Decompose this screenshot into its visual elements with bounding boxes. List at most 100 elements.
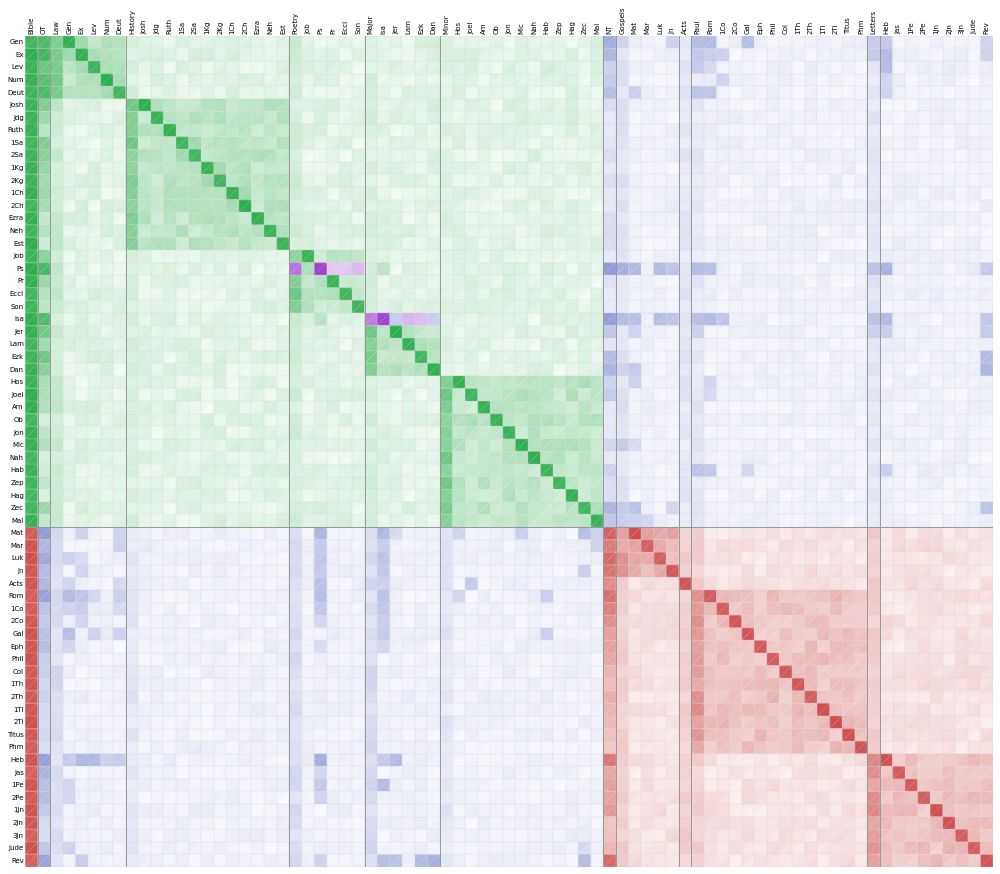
Polygon shape	[390, 552, 402, 565]
Polygon shape	[930, 704, 943, 716]
Polygon shape	[264, 36, 277, 48]
Polygon shape	[528, 855, 541, 867]
Polygon shape	[377, 628, 390, 641]
Polygon shape	[591, 464, 603, 476]
Polygon shape	[251, 753, 264, 766]
Polygon shape	[151, 716, 163, 729]
Polygon shape	[214, 653, 226, 665]
Polygon shape	[138, 690, 151, 704]
Polygon shape	[616, 502, 629, 515]
Polygon shape	[817, 816, 830, 829]
Polygon shape	[327, 187, 339, 199]
Polygon shape	[339, 766, 352, 779]
Polygon shape	[566, 313, 578, 325]
Polygon shape	[918, 136, 930, 149]
Polygon shape	[905, 753, 918, 766]
Polygon shape	[264, 401, 277, 413]
Polygon shape	[930, 87, 943, 99]
Polygon shape	[629, 427, 641, 439]
Polygon shape	[641, 729, 654, 741]
Polygon shape	[327, 476, 339, 489]
Polygon shape	[339, 427, 352, 439]
Polygon shape	[742, 301, 754, 313]
Polygon shape	[528, 741, 541, 753]
Polygon shape	[742, 162, 754, 175]
Polygon shape	[226, 678, 239, 690]
Polygon shape	[415, 729, 427, 741]
Polygon shape	[629, 716, 641, 729]
Polygon shape	[201, 515, 214, 527]
Polygon shape	[440, 653, 453, 665]
Polygon shape	[880, 162, 893, 175]
Polygon shape	[453, 225, 465, 238]
Polygon shape	[918, 325, 930, 338]
Polygon shape	[629, 439, 641, 452]
Polygon shape	[880, 61, 893, 73]
Polygon shape	[817, 388, 830, 401]
Polygon shape	[918, 212, 930, 225]
Polygon shape	[905, 641, 918, 653]
Polygon shape	[465, 678, 478, 690]
Polygon shape	[515, 565, 528, 578]
Polygon shape	[566, 325, 578, 338]
Polygon shape	[943, 388, 955, 401]
Polygon shape	[377, 590, 390, 602]
Polygon shape	[616, 489, 629, 502]
Polygon shape	[264, 301, 277, 313]
Polygon shape	[478, 602, 490, 615]
Polygon shape	[830, 401, 842, 413]
Polygon shape	[553, 99, 566, 111]
Polygon shape	[63, 753, 75, 766]
Polygon shape	[113, 590, 126, 602]
Polygon shape	[453, 162, 465, 175]
Polygon shape	[792, 641, 805, 653]
Polygon shape	[402, 376, 415, 388]
Polygon shape	[251, 578, 264, 590]
Polygon shape	[968, 678, 980, 690]
Polygon shape	[75, 615, 88, 628]
Polygon shape	[415, 111, 427, 124]
Polygon shape	[176, 225, 189, 238]
Polygon shape	[591, 766, 603, 779]
Polygon shape	[88, 175, 101, 187]
Polygon shape	[50, 73, 63, 87]
Polygon shape	[566, 527, 578, 539]
Polygon shape	[566, 350, 578, 364]
Polygon shape	[717, 476, 729, 489]
Polygon shape	[63, 288, 75, 301]
Polygon shape	[893, 678, 905, 690]
Polygon shape	[817, 111, 830, 124]
Polygon shape	[302, 187, 314, 199]
Polygon shape	[980, 452, 993, 464]
Polygon shape	[742, 741, 754, 753]
Polygon shape	[101, 136, 113, 149]
Polygon shape	[25, 716, 38, 729]
Polygon shape	[390, 301, 402, 313]
Polygon shape	[980, 527, 993, 539]
Polygon shape	[427, 238, 440, 250]
Polygon shape	[629, 124, 641, 136]
Polygon shape	[251, 855, 264, 867]
Polygon shape	[327, 413, 339, 427]
Polygon shape	[201, 87, 214, 99]
Polygon shape	[641, 678, 654, 690]
Polygon shape	[189, 452, 201, 464]
Polygon shape	[616, 628, 629, 641]
Polygon shape	[817, 829, 830, 842]
Polygon shape	[528, 476, 541, 489]
Polygon shape	[880, 741, 893, 753]
Polygon shape	[541, 653, 553, 665]
Polygon shape	[365, 779, 377, 792]
Polygon shape	[742, 476, 754, 489]
Polygon shape	[314, 842, 327, 855]
Polygon shape	[101, 73, 113, 87]
Polygon shape	[352, 238, 365, 250]
Polygon shape	[779, 729, 792, 741]
Polygon shape	[251, 238, 264, 250]
Polygon shape	[541, 779, 553, 792]
Polygon shape	[666, 301, 679, 313]
Polygon shape	[717, 704, 729, 716]
Polygon shape	[63, 325, 75, 338]
Polygon shape	[25, 741, 38, 753]
Polygon shape	[189, 439, 201, 452]
